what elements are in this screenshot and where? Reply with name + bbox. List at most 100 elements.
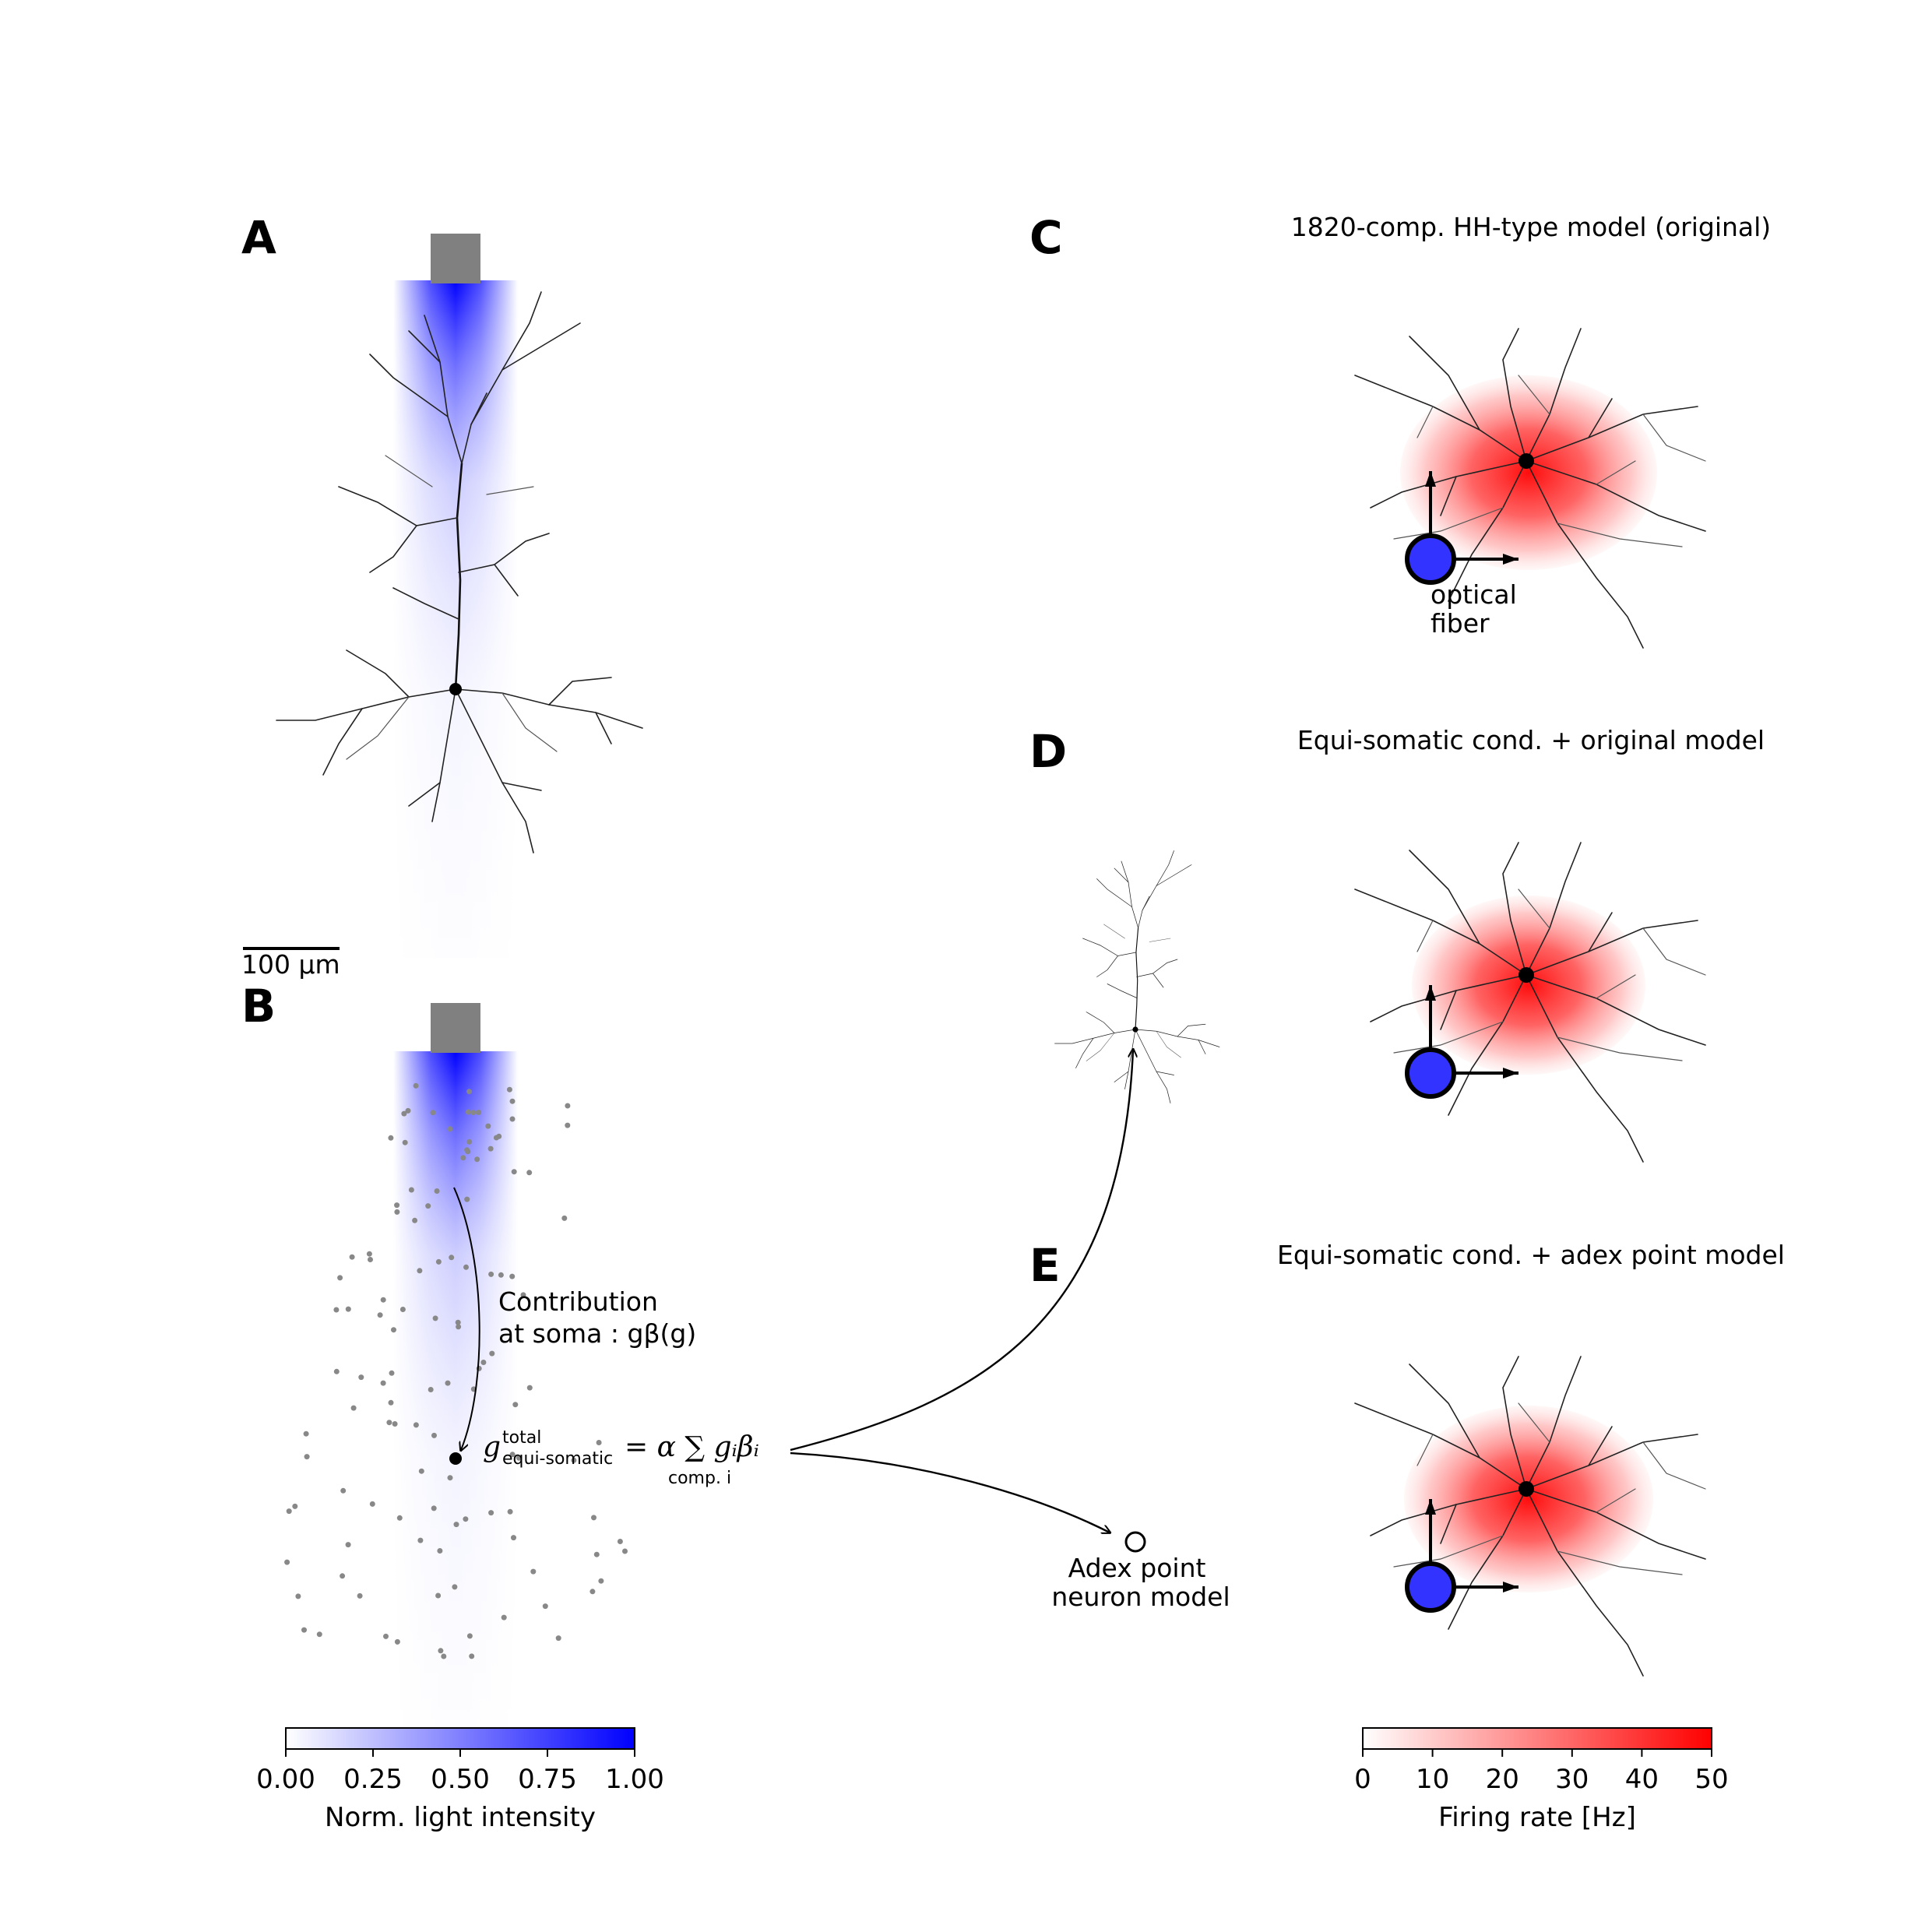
compartment-dot [476,1110,482,1115]
compartment-dot [417,1268,423,1274]
equation-g: g [483,1431,501,1463]
equation-sub: equi-somatic [502,1449,613,1469]
panel-title-e: Equi-somatic cond. + adex point model [1277,1240,1785,1270]
colorbar-firing-ticks: 0 10 20 30 40 50 [1354,1749,1729,1795]
colorbar-tick-label: 50 [1694,1764,1728,1795]
compartment-dot [333,1368,340,1374]
colorbar-tick-label: 30 [1555,1764,1589,1795]
compartment-dot [377,1312,383,1318]
neuron-small-d [1054,850,1220,1104]
compartment-dot [428,1387,434,1392]
compartment-dot [464,1196,470,1202]
compartment-dot [392,1421,398,1427]
compartment-dot [417,1537,424,1543]
compartment-dot [589,1589,596,1595]
colorbar-tick-label: 0.50 [431,1764,490,1795]
compartment-dot [489,1350,495,1357]
compartment-dot [432,1315,438,1321]
compartment-dot [516,1455,522,1461]
compartment-dot [391,1327,396,1333]
beam-a-edge-fade [393,280,518,958]
compartment-dot [333,1307,340,1313]
compartment-dot [509,1098,516,1104]
panel-title-c: 1820-comp. HH-type model (original) [1291,212,1771,242]
compartment-dot [596,1440,602,1445]
compartment-dot [369,1501,375,1507]
compartment-dot [469,1653,475,1659]
colorbar-light-label: Norm. light intensity [325,1802,596,1833]
compartment-dot [399,1307,406,1312]
compartment-dot [304,1454,310,1460]
compartment-dot [408,1187,414,1193]
compartment-dot [435,1258,442,1265]
compartment-dot [456,1324,462,1330]
compartment-dot [358,1374,364,1381]
compartment-dot [394,1202,400,1209]
soma-b [449,1452,462,1465]
compartment-dot [286,1508,292,1515]
compartment-dot [434,1188,440,1194]
compartment-dot [303,1431,309,1437]
panel-label-b: B [241,980,276,1033]
compartment-dot [337,1275,343,1281]
adex-label-line2: neuron model [1051,1582,1230,1612]
compartment-dot [465,1109,471,1115]
compartment-dot [488,1271,494,1277]
compartment-dot [418,1468,424,1474]
compartment-dot [480,1360,487,1365]
contribution-line2: at soma : gβ(g) [498,1318,696,1349]
colorbar-firing: 0 10 20 30 40 50 Firing rate [Hz] [1354,1727,1729,1833]
fiber-label-line1: optical [1431,579,1517,610]
fiber-tip-a [431,234,480,283]
arrow-to-model-d [790,1050,1133,1452]
compartment-dot [380,1380,386,1386]
compartment-dot [430,1110,436,1116]
panel-label-c: C [1029,211,1063,264]
adex-label-line1: Adex point [1068,1553,1206,1583]
compartment-dot [366,1251,372,1257]
compartment-dot [501,1614,507,1621]
compartment-dot [520,1292,526,1298]
panel-label-a: A [241,211,276,264]
compartment-dot [412,1217,418,1223]
compartment-dot [388,1399,394,1406]
panel-label-d: D [1029,725,1067,778]
compartment-dot [388,1135,394,1141]
compartment-dot [466,1138,473,1145]
fiber-label-line2: fiber [1431,608,1490,639]
compartment-dot [405,1107,411,1114]
firing-map-c [1400,375,1657,570]
compartment-dot [464,1147,470,1153]
firing-map-e [1404,1406,1653,1592]
colorbar-firing-gradient [1362,1727,1712,1750]
colorbar-firing-label: Firing rate [Hz] [1438,1802,1636,1833]
compartment-dot [512,1402,519,1408]
compartment-dot [526,1385,533,1391]
compartment-dot [431,1432,437,1438]
colorbar-light: 0.00 0.25 0.50 0.75 1.00 Norm. light intensi… [256,1727,664,1833]
compartment-dot [466,1089,473,1095]
compartment-dot [394,1638,400,1645]
panel-c: C 1820-comp. HH-type model (original) op… [1029,211,1771,649]
compartment-dot [380,1297,386,1303]
compartment-dot [511,1169,517,1175]
compartment-dot [350,1405,357,1411]
compartment-dot [455,1319,461,1325]
compartment-dot [386,1420,392,1426]
compartment-dot [413,1082,419,1089]
compartment-dot [474,1156,480,1163]
panel-e: E Equi-somatic cond. + adex point model … [1029,1239,1785,1833]
compartment-dot [488,1510,494,1516]
compartment-dot [402,1139,408,1145]
compartment-dot [542,1603,548,1610]
colorbar-tick-label: 40 [1625,1764,1659,1795]
panel-b: B Contribution at soma : gβ(g) g total e… [241,980,1133,1833]
compartment-dot [449,1255,455,1261]
equation-rhs: = α ∑ gᵢβᵢ [625,1431,759,1463]
compartment-dot [437,1548,443,1554]
adex-point-neuron [1124,1531,1146,1553]
compartment-dot [431,1505,437,1511]
colorbar-tick-label: 0.00 [256,1764,315,1795]
equation: g total equi-somatic = α ∑ gᵢβᵢ comp. i [483,1428,759,1488]
